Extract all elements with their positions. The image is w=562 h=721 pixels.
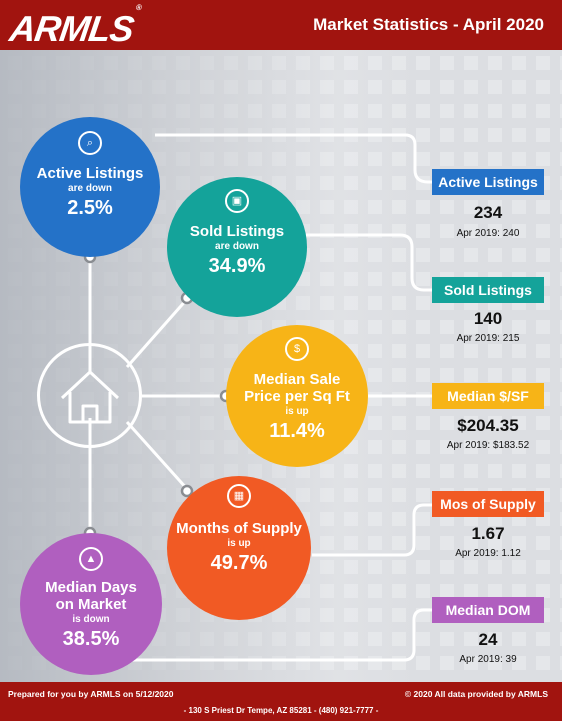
home-hub [37,343,142,448]
months-supply-previous: Apr 2019: 1.12 [455,548,521,559]
active-listings-label: Active Listings [432,169,544,195]
house-dollar-icon: $ [285,337,309,361]
sold-listings-label: Sold Listings [432,277,544,303]
active-listings-circle: ⌕ Active Listings are down 2.5% [20,117,160,257]
median-dom-label: Median DOM [432,597,544,623]
address-text: - 130 S Priest Dr Tempe, AZ 85281 - (480… [183,706,379,715]
page-title: Market Statistics - April 2020 [313,15,544,34]
active-listings-previous: Apr 2019: 240 [456,228,520,239]
median-price-circle: $ Median Sale Price per Sq Ft is up 11.4… [226,325,368,467]
footer-bar: Prepared for you by ARMLS on 5/12/2020 ©… [0,682,562,721]
months-supply-value: 1.67 [471,524,505,543]
sold-sign-icon: ▣ [225,189,249,213]
median-price-previous: Apr 2019: $183.52 [446,440,530,451]
active-listings-value: 234 [473,203,503,222]
header-bar: ARMLS® Market Statistics - April 2020 [0,0,562,50]
house-icon [60,370,120,424]
median-dom-value: 24 [478,630,498,649]
calendar-icon: ▦ [227,484,251,508]
chart-icon: ▲ [79,547,103,571]
copyright-text: © 2020 All data provided by ARMLS [404,689,548,699]
sold-listings-previous: Apr 2019: 215 [456,333,520,344]
median-price-label: Median $/SF [432,383,544,409]
prepared-by-text: Prepared for you by ARMLS on 5/12/2020 [8,689,174,699]
months-supply-label: Mos of Supply [432,491,544,517]
median-dom-circle: ▲ Median Days on Market is down 38.5% [20,533,162,675]
house-search-icon: ⌕ [78,131,102,155]
sold-listings-value: 140 [473,309,503,328]
months-supply-circle: ▦ Months of Supply is up 49.7% [167,476,311,620]
median-dom-previous: Apr 2019: 39 [459,654,517,665]
median-price-value: $204.35 [457,416,519,435]
sold-listings-circle: ▣ Sold Listings are down 34.9% [167,177,307,317]
